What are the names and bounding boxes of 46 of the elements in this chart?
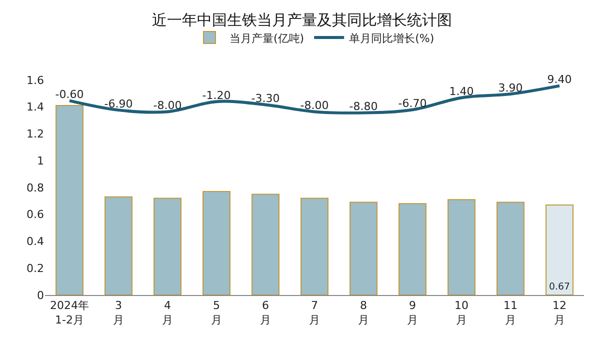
x-tick-label: 7 月	[309, 299, 320, 326]
y-tick-label: 1.4	[26, 100, 44, 114]
y-tick-label: 1.6	[26, 74, 44, 87]
bar	[202, 191, 230, 295]
data-label: -8.80	[349, 100, 378, 114]
bar	[398, 203, 426, 295]
data-label: -3.30	[251, 92, 280, 105]
bar	[252, 194, 280, 295]
x-tick-label: 10 月	[454, 299, 468, 326]
y-tick-label: 0.4	[26, 235, 44, 248]
x-tick-label: 4 月	[162, 299, 173, 326]
x-tick-label: 9 月	[407, 299, 418, 326]
legend-label: 当月产量(亿吨)	[230, 32, 304, 45]
x-tick-label: 3 月	[113, 299, 124, 326]
data-label: 3.90	[498, 81, 523, 94]
bar	[154, 198, 182, 295]
bar	[448, 199, 476, 295]
data-label: 0.67	[549, 281, 570, 292]
x-tick-label: 11 月	[504, 299, 518, 326]
bar	[546, 204, 574, 295]
legend-label: 单月同比增长(%)	[349, 32, 434, 45]
y-tick-label: 1.2	[26, 128, 44, 141]
bar	[56, 105, 84, 295]
data-label: -8.00	[153, 98, 182, 112]
y-tick-label: 0.6	[26, 208, 44, 222]
x-tick-label: 5 月	[211, 299, 222, 326]
bar	[496, 202, 524, 295]
chart-title: 近一年中国生铁当月产量及其同比增长统计图	[152, 10, 452, 29]
y-tick-label: 0.8	[26, 181, 44, 194]
y-tick-label: 1	[37, 154, 44, 168]
bar	[104, 196, 132, 295]
data-label: -6.90	[104, 97, 133, 110]
x-tick-label: 12 月	[552, 299, 566, 326]
data-label: -0.60	[55, 88, 84, 101]
data-label: -1.20	[202, 88, 231, 102]
data-label: 9.40	[547, 73, 572, 86]
x-tick-label: 6 月	[260, 299, 271, 326]
bar	[300, 198, 328, 295]
bar	[350, 202, 378, 295]
data-label: -6.70	[398, 97, 427, 110]
data-label: -8.00	[300, 98, 329, 112]
x-tick-label: 2024年 1-2月	[50, 299, 89, 326]
data-label: 1.40	[449, 84, 474, 98]
y-tick-label: 0.2	[26, 262, 44, 275]
x-tick-label: 8 月	[358, 299, 369, 326]
y-tick-label: 0	[37, 288, 44, 302]
